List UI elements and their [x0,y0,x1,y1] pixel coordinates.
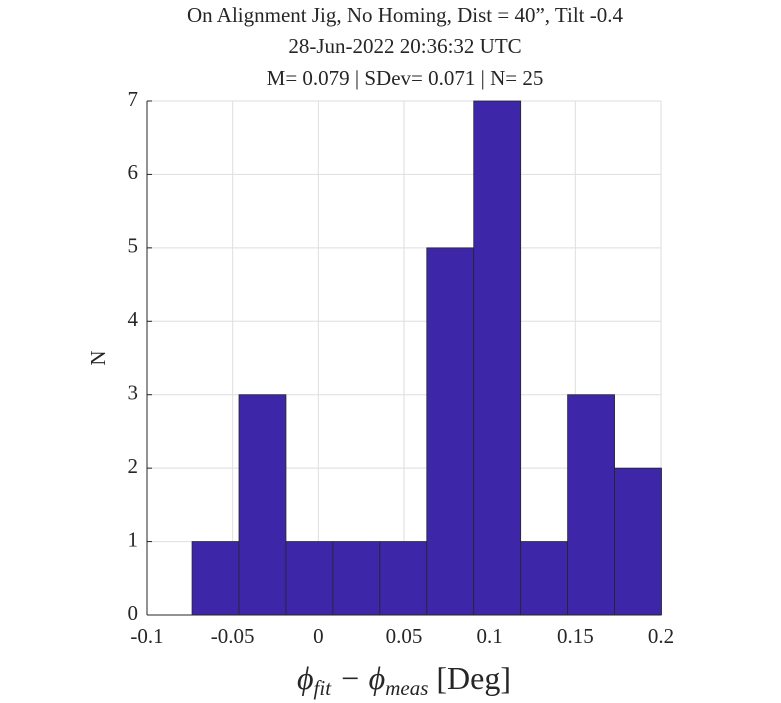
bar [614,467,662,616]
x-tick-label: -0.05 [211,624,255,648]
y-tick-label: 6 [128,160,139,184]
bar [191,541,240,616]
bar [332,541,381,616]
y-tick-label: 1 [128,527,139,551]
bar [567,394,615,616]
x-tick-label: 0.2 [648,624,674,648]
chart-stats: M= 0.079 | SDev= 0.071 | N= 25 [267,66,544,90]
y-tick-label: 3 [128,381,139,405]
bar [238,394,287,616]
x-tick-label: 0.15 [557,624,594,648]
bar [426,247,475,616]
bar [473,100,522,616]
bar [520,541,569,616]
y-tick-label: 2 [128,454,139,478]
chart-subtitle: 28-Jun-2022 20:36:32 UTC [288,34,521,58]
y-tick-label: 5 [128,234,139,258]
chart-title: On Alignment Jig, No Homing, Dist = 40”,… [187,3,623,27]
y-tick-label: 4 [128,307,139,331]
y-tick-label: 7 [128,87,139,111]
x-label-sub: fit [314,676,333,700]
x-label-part: [Deg] [428,660,511,696]
x-tick-label: 0 [313,624,324,648]
bar [379,541,428,616]
y-axis-label: N [86,350,110,365]
x-tick-label: 0.05 [386,624,423,648]
x-tick-label: 0.1 [477,624,503,648]
x-tick-label: -0.1 [130,624,163,648]
x-axis-label: ϕfit − ϕmeas [Deg] [297,660,511,699]
x-label-sub: meas [385,676,428,700]
x-label-part: ϕ [297,660,314,696]
bar [285,541,334,616]
x-label-part: − ϕ [331,660,385,696]
y-tick-label: 0 [128,601,139,625]
